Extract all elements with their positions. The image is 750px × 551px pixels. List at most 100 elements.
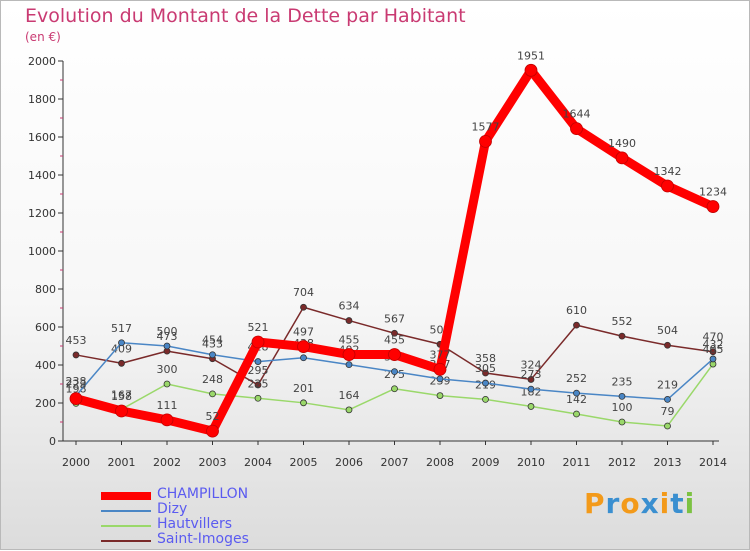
data-label-saint-imoges: 470 [703, 331, 724, 344]
data-label-hautvillers: 142 [566, 393, 587, 406]
data-point-saint-imoges [618, 332, 626, 340]
data-point-dizy [254, 358, 262, 365]
data-label-champillon: 1577 [472, 120, 500, 133]
data-label-dizy: 219 [657, 378, 678, 391]
data-label-saint-imoges: 552 [612, 315, 633, 328]
data-point-saint-imoges [72, 351, 80, 359]
proxiti-logo: Proxiti [584, 487, 695, 520]
chart-subtitle: (en €) [25, 30, 61, 44]
data-point-saint-imoges [345, 317, 353, 324]
x-tick-label: 2003 [199, 456, 227, 469]
data-label-champillon: 377 [430, 348, 451, 361]
logo-letter: i [659, 487, 671, 520]
data-point-saint-imoges [254, 381, 262, 389]
data-label-dizy: 305 [475, 362, 496, 375]
y-tick-label: 0 [49, 435, 56, 448]
data-point-dizy [345, 361, 353, 369]
data-label-saint-imoges: 634 [339, 300, 360, 313]
data-label-saint-imoges: 433 [202, 338, 223, 351]
data-point-saint-imoges [573, 321, 580, 329]
data-label-hautvillers: 248 [202, 373, 223, 386]
data-label-champillon: 1234 [699, 186, 727, 199]
y-tick-label: 1200 [28, 207, 56, 220]
x-tick-label: 2012 [608, 456, 636, 469]
data-label-dizy: 432 [703, 338, 724, 351]
data-label-saint-imoges: 453 [66, 334, 87, 347]
data-label-champillon: 52 [206, 410, 220, 423]
data-label-hautvillers: 198 [66, 382, 87, 395]
data-point-hautvillers [664, 422, 671, 430]
data-label-hautvillers: 100 [612, 401, 633, 414]
data-point-dizy [482, 379, 489, 387]
logo-letter: r [605, 487, 621, 520]
data-point-hautvillers [345, 406, 353, 414]
data-label-saint-imoges: 567 [384, 312, 405, 325]
legend-label-saint-imoges: Saint-Imoges [157, 531, 249, 547]
logo-letter: t [670, 487, 685, 520]
data-label-champillon: 223 [66, 378, 87, 391]
data-point-hautvillers [209, 390, 216, 398]
x-tick-label: 2002 [153, 456, 181, 469]
data-label-dizy: 252 [566, 372, 587, 385]
y-tick-label: 2000 [28, 55, 56, 68]
data-label-dizy: 517 [111, 322, 132, 335]
logo-letter: x [640, 487, 660, 520]
data-label-saint-imoges: 610 [566, 304, 587, 317]
y-tick-label: 800 [35, 283, 56, 296]
x-tick-label: 2007 [381, 456, 409, 469]
data-label-champillon: 1644 [563, 108, 591, 121]
data-point-dizy [709, 355, 717, 363]
data-label-champillon: 1342 [654, 165, 682, 178]
data-point-champillon [69, 392, 83, 406]
x-tick-label: 2000 [62, 456, 90, 469]
data-label-hautvillers: 164 [339, 389, 360, 402]
y-tick-label: 600 [35, 321, 56, 334]
data-label-saint-imoges: 409 [111, 342, 132, 355]
data-point-saint-imoges [118, 359, 125, 367]
data-label-hautvillers: 167 [111, 388, 132, 401]
data-label-saint-imoges: 704 [293, 286, 314, 299]
data-point-hautvillers [254, 394, 262, 402]
data-label-hautvillers: 225 [248, 377, 269, 390]
data-label-champillon: 1951 [517, 49, 545, 62]
data-point-champillon [615, 151, 629, 165]
data-point-saint-imoges [527, 376, 535, 383]
data-point-dizy [300, 354, 307, 362]
data-label-saint-imoges: 473 [157, 330, 178, 343]
data-point-champillon [524, 63, 538, 77]
data-label-champillon: 497 [293, 326, 314, 339]
data-label-dizy: 238 [66, 375, 87, 388]
data-label-champillon: 455 [339, 334, 360, 347]
data-label-champillon: 455 [384, 334, 405, 347]
data-point-saint-imoges [709, 348, 717, 356]
data-point-saint-imoges [391, 329, 398, 337]
logo-letter: i [684, 487, 696, 520]
legend-swatch-saint-imoges [101, 540, 151, 542]
y-tick-label: 1000 [28, 245, 56, 258]
data-point-champillon [570, 122, 583, 136]
y-tick-label: 1600 [28, 131, 56, 144]
x-tick-label: 2006 [335, 456, 363, 469]
data-point-champillon [115, 404, 128, 418]
data-point-dizy [618, 392, 626, 400]
y-tick-label: 200 [35, 397, 56, 410]
data-point-dizy [664, 395, 671, 403]
data-point-dizy [391, 368, 398, 376]
x-tick-label: 2001 [108, 456, 136, 469]
data-point-dizy [209, 351, 216, 359]
data-point-hautvillers [300, 399, 307, 407]
data-point-dizy [118, 339, 125, 347]
x-tick-label: 2014 [699, 456, 727, 469]
data-label-champillon: 521 [248, 321, 269, 334]
legend-label-dizy: Dizy [157, 501, 188, 517]
legend-label-champillon: CHAMPILLON [157, 486, 249, 502]
data-point-hautvillers [436, 392, 444, 399]
data-label-saint-imoges: 295 [248, 364, 269, 377]
data-point-hautvillers [163, 380, 171, 388]
x-tick-label: 2008 [426, 456, 454, 469]
data-point-saint-imoges [482, 369, 489, 377]
data-label-hautvillers: 405 [703, 343, 724, 356]
data-label-hautvillers: 300 [157, 363, 178, 376]
data-label-dizy: 454 [202, 334, 223, 347]
